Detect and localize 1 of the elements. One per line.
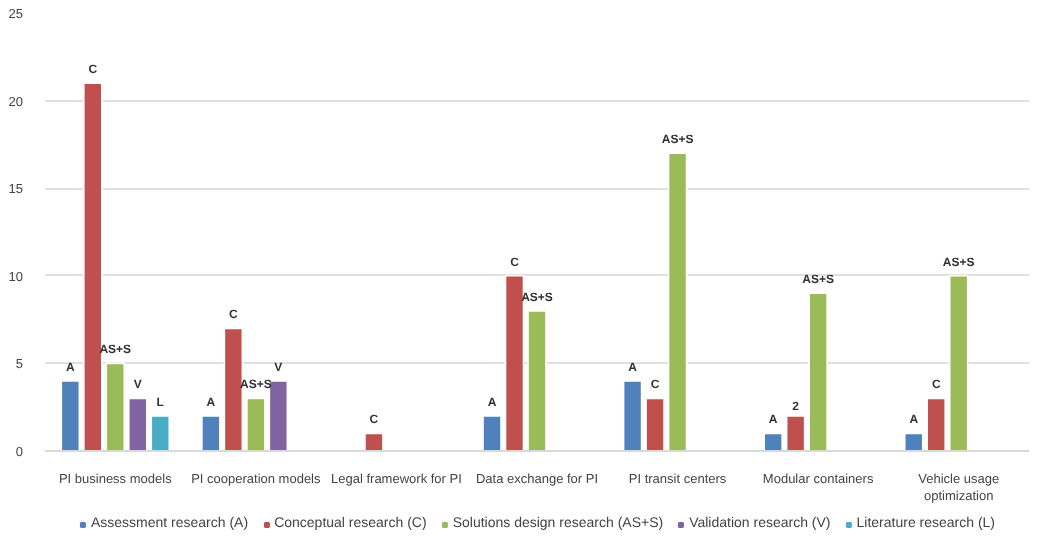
bar xyxy=(364,432,384,451)
